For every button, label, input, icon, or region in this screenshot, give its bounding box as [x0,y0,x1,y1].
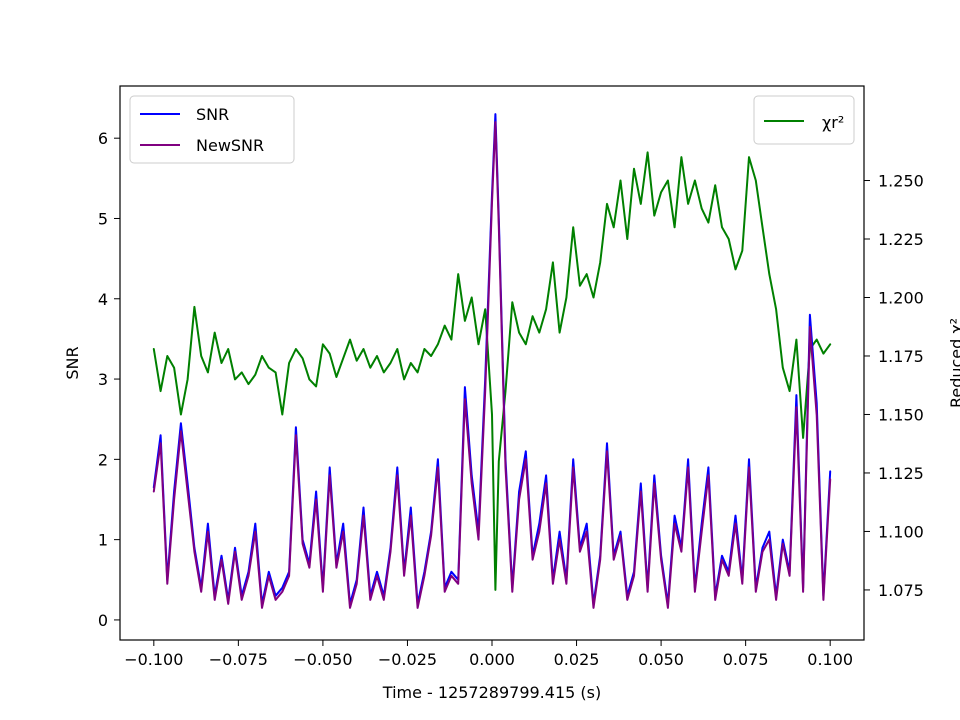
y-right-tick-label: 1.100 [878,522,924,541]
y-right-tick-label: 1.075 [878,581,924,600]
legend-right: χr² [753,95,855,145]
y-axis-right-title: Reduced χ² [947,318,960,408]
y-right-tick-label: 1.225 [878,230,924,249]
x-tick-label: −0.050 [293,650,352,669]
y-right-tick-label: 1.150 [878,405,924,424]
x-tick-label: −0.025 [378,650,437,669]
y-right-tick-label: 1.250 [878,172,924,191]
y-left-tick-label: 3 [98,370,108,389]
x-tick-label: −0.075 [209,650,268,669]
series-layer [152,113,832,609]
x-axis-title: Time - 1257289799.415 (s) [382,683,601,702]
y-right-tick-label: 1.125 [878,464,924,483]
series-line-chi2 [152,151,832,591]
y-left-tick-label: 1 [98,531,108,550]
legend-left-box [129,95,295,164]
x-tick-label: −0.100 [124,650,183,669]
y-left-tick-label: 5 [98,209,108,228]
legend-label-snr: SNR [196,105,229,124]
legend-label-chi2: χr² [822,113,844,132]
y-left-tick-label: 6 [98,129,108,148]
y-right-tick-label: 1.200 [878,288,924,307]
y-left-tick-label: 2 [98,450,108,469]
x-tick-label: 0.050 [638,650,684,669]
x-tick-label: 0.075 [723,650,769,669]
legend-left: SNR NewSNR [129,95,295,164]
y-axis-left: 0 1 2 3 4 5 6 [98,129,120,630]
y-left-tick-label: 4 [98,290,108,309]
y-right-tick-label: 1.175 [878,347,924,366]
x-axis: −0.100 −0.075 −0.050 −0.025 0.000 0.025 0.050 0… [124,640,853,669]
x-tick-label: 0.000 [469,650,515,669]
y-left-tick-label: 0 [98,611,108,630]
x-tick-label: 0.025 [554,650,600,669]
y-axis-right: 1.075 1.100 1.125 1.150 1.175 1.200 1.225 1.250 [864,172,924,600]
y-axis-left-title: SNR [63,346,82,379]
x-tick-label: 0.100 [807,650,853,669]
legend-label-newsnr: NewSNR [196,136,264,155]
series-line-newsnr [152,121,832,609]
